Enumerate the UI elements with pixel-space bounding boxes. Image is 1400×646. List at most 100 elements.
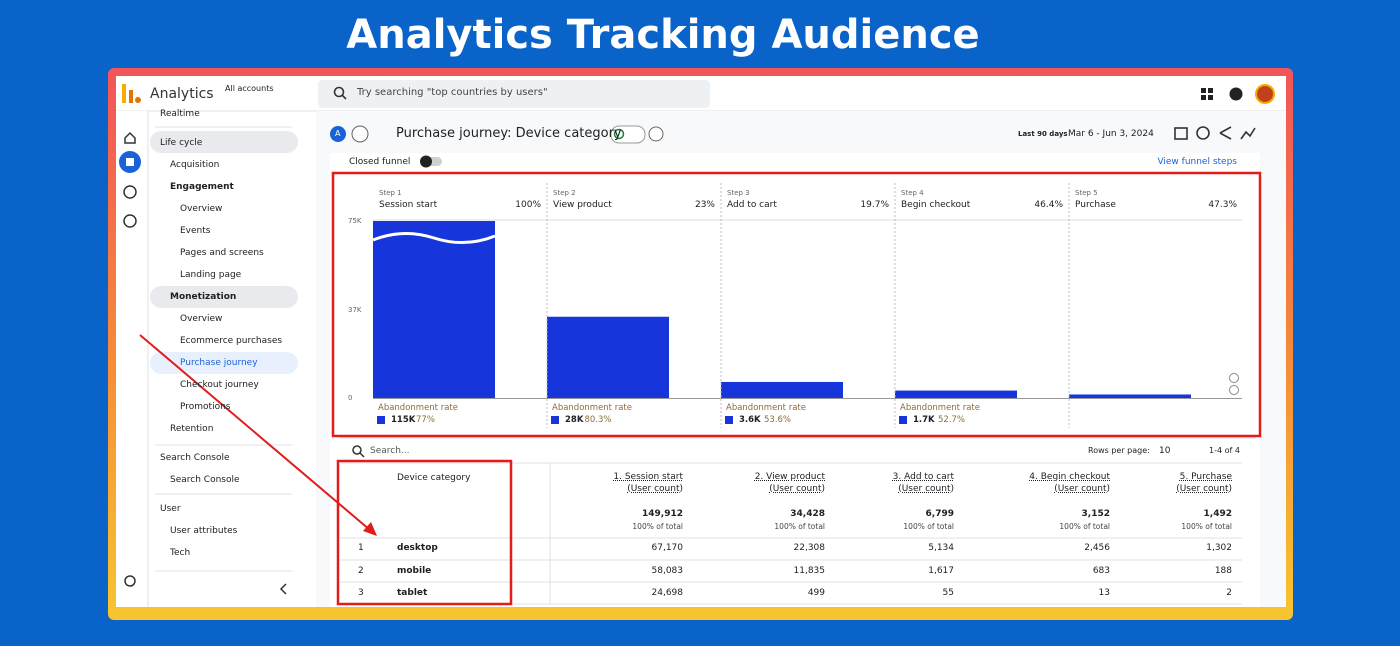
nav-highlight: [150, 131, 298, 153]
y-tick-label: 37K: [348, 305, 362, 314]
row-value: 1,302: [1206, 543, 1232, 553]
toggle-knob[interactable]: [420, 155, 432, 168]
column-unit: (User count): [1054, 484, 1110, 494]
home-icon[interactable]: [124, 131, 136, 144]
abandon-swatch: [899, 416, 907, 424]
help-icon[interactable]: [1229, 87, 1243, 101]
search-placeholder[interactable]: Try searching "top countries by users": [357, 87, 548, 98]
highlight-box: [336, 459, 513, 606]
collapse-icon[interactable]: [279, 583, 287, 595]
column-header[interactable]: 5. Purchase: [1179, 472, 1232, 482]
nav-item[interactable]: Ecommerce purchases: [180, 336, 283, 346]
row-label: desktop: [397, 543, 438, 553]
nav-item[interactable]: User: [160, 504, 181, 514]
row-label: tablet: [397, 588, 428, 598]
apps-icon[interactable]: [1201, 88, 1213, 100]
rows-per-page[interactable]: 10: [1159, 446, 1171, 456]
search-box[interactable]: [318, 80, 710, 108]
rail: [116, 111, 148, 607]
row-index: 2: [358, 566, 364, 576]
nav-item[interactable]: Purchase journey: [180, 358, 258, 368]
add-icon[interactable]: [648, 126, 664, 142]
funnel-steps-link[interactable]: View funnel steps: [1157, 157, 1237, 167]
step-name: Purchase: [1075, 200, 1116, 210]
nav-item[interactable]: Checkout journey: [180, 380, 259, 390]
nav-item[interactable]: Tech: [170, 548, 191, 558]
row-value: 22,308: [793, 543, 826, 553]
explore-icon[interactable]: [123, 185, 137, 199]
nav-item[interactable]: Overview: [180, 204, 223, 214]
nav-item[interactable]: Events: [180, 226, 211, 236]
comparison-letter: A: [335, 129, 341, 138]
nav-item[interactable]: User attributes: [170, 526, 238, 536]
insights-icon[interactable]: [1196, 126, 1210, 140]
account-picker[interactable]: All accounts: [225, 84, 274, 93]
status-icon: [613, 128, 625, 140]
column-unit: (User count): [627, 484, 683, 494]
nav-item[interactable]: Life cycle: [160, 138, 203, 148]
column-header[interactable]: 1. Session start: [613, 472, 683, 482]
nav-item[interactable]: Search Console: [170, 475, 240, 485]
step-number: Step 1: [379, 189, 402, 197]
nav-item[interactable]: Pages and screens: [180, 248, 264, 258]
row-value: 1,617: [928, 566, 954, 576]
column-unit: (User count): [898, 484, 954, 494]
nav-item[interactable]: Engagement: [170, 182, 234, 192]
step-name: Session start: [379, 200, 438, 210]
page-title: Analytics Tracking Audience: [346, 12, 980, 58]
dimension-header[interactable]: Device category: [397, 473, 471, 483]
nav-item[interactable]: Realtime: [160, 109, 200, 119]
row-value: 11,835: [793, 566, 826, 576]
nav-item[interactable]: Landing page: [180, 270, 242, 280]
table-search[interactable]: Search...: [370, 446, 410, 456]
nav-item[interactable]: Promotions: [180, 402, 231, 412]
share-icon[interactable]: [1219, 126, 1232, 140]
funnel-bar: [373, 221, 495, 398]
column-header[interactable]: 2. View product: [754, 472, 825, 482]
reports-icon: [126, 158, 134, 166]
trend-icon[interactable]: [1240, 127, 1256, 140]
compare-icon[interactable]: [1174, 127, 1188, 140]
abandon-swatch: [551, 416, 559, 424]
step-number: Step 5: [1075, 189, 1098, 197]
row-value: 188: [1214, 566, 1232, 576]
row-value: 2: [1226, 588, 1232, 598]
abandon-count: 3.6K: [739, 415, 761, 425]
zoom-out[interactable]: [1229, 385, 1239, 395]
column-total: 149,912: [642, 509, 683, 519]
nav-item[interactable]: Acquisition: [170, 160, 220, 170]
abandon-label: Abandonment rate: [378, 403, 458, 413]
nav-item[interactable]: Monetization: [170, 292, 237, 302]
advertising-icon[interactable]: [123, 214, 137, 228]
avatar[interactable]: [1255, 84, 1275, 104]
y-tick-label: 0: [348, 394, 353, 402]
abandon-swatch: [377, 416, 385, 424]
add-comparison[interactable]: [351, 125, 369, 143]
comparison-badge[interactable]: [330, 126, 346, 142]
column-header[interactable]: 3. Add to cart: [892, 472, 954, 482]
nav-item[interactable]: Retention: [170, 424, 214, 434]
abandon-label: Abandonment rate: [552, 403, 632, 413]
column-header[interactable]: 4. Begin checkout: [1029, 472, 1110, 482]
settings-icon[interactable]: [124, 575, 136, 587]
step-name: View product: [553, 200, 612, 210]
nav-item[interactable]: Overview: [180, 314, 223, 324]
row-value: 2,456: [1084, 543, 1110, 553]
rows-per-page-label: Rows per page:: [1088, 446, 1150, 455]
funnel-toggle-label: Closed funnel: [349, 157, 411, 167]
abandon-rate: 77%: [416, 415, 435, 425]
logo: [122, 84, 126, 103]
date-range[interactable]: Mar 6 - Jun 3, 2024: [1068, 129, 1154, 139]
nav-highlight: [150, 286, 298, 308]
row-index: 1: [358, 543, 364, 553]
logo: [129, 90, 133, 103]
column-total: 1,492: [1203, 509, 1232, 519]
axis-break: [372, 232, 496, 244]
abandon-label: Abandonment rate: [726, 403, 806, 413]
abandon-count: 1.7K: [913, 415, 935, 425]
zoom-in[interactable]: [1229, 373, 1239, 383]
total-note: 100% of total: [1059, 522, 1110, 531]
row-value: 13: [1098, 588, 1110, 598]
nav-item[interactable]: Search Console: [160, 453, 230, 463]
